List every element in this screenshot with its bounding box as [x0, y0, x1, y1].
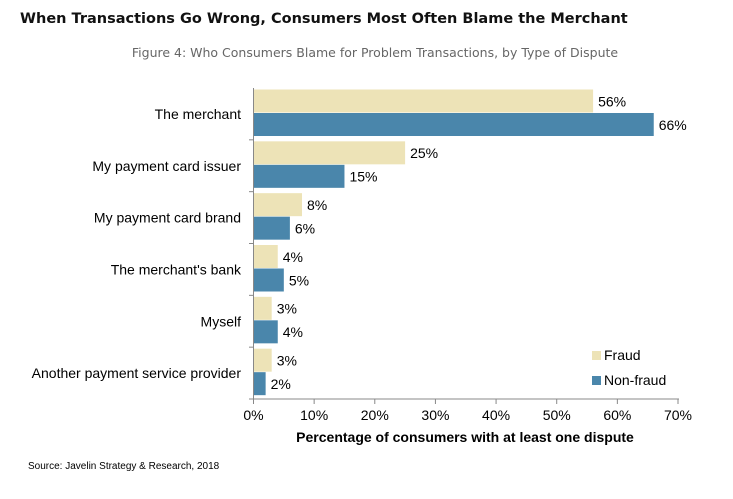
- data-label: 8%: [307, 197, 327, 213]
- x-tick-label: 50%: [543, 407, 571, 423]
- data-label: 25%: [410, 145, 438, 161]
- chart-subtitle: Figure 4: Who Consumers Blame for Proble…: [132, 45, 619, 60]
- data-label: 2%: [271, 376, 291, 392]
- category-label: The merchant: [155, 106, 241, 122]
- data-label: 66%: [659, 117, 687, 133]
- data-label: 6%: [295, 220, 315, 236]
- legend-label: Fraud: [604, 347, 641, 363]
- category-label: My payment card brand: [94, 210, 241, 226]
- data-label: 5%: [289, 272, 309, 288]
- bar-fraud: [253, 245, 278, 268]
- x-tick-label: 0%: [243, 407, 263, 423]
- x-tick-label: 20%: [361, 407, 389, 423]
- bar-fraud: [253, 193, 303, 217]
- data-label: 4%: [283, 249, 303, 265]
- chart-title: When Transactions Go Wrong, Consumers Mo…: [20, 11, 628, 27]
- data-label: 4%: [283, 324, 303, 340]
- category-label: Myself: [201, 313, 242, 329]
- x-tick-label: 10%: [300, 407, 328, 423]
- bar-fraud: [253, 348, 272, 372]
- x-axis-label: Percentage of consumers with at least on…: [296, 429, 634, 445]
- x-tick-label: 30%: [421, 407, 449, 423]
- bar-non-fraud: [253, 372, 266, 396]
- category-label: Another payment service provider: [32, 365, 242, 381]
- data-label: 3%: [277, 352, 297, 368]
- x-tick-label: 60%: [603, 407, 631, 423]
- bar-fraud: [253, 89, 594, 113]
- source-note: Source: Javelin Strategy & Research, 201…: [28, 461, 220, 472]
- bar-non-fraud: [253, 216, 290, 240]
- bar-non-fraud: [253, 268, 284, 292]
- bar-fraud: [253, 141, 406, 165]
- bar-non-fraud: [253, 164, 345, 188]
- data-label: 15%: [349, 169, 377, 185]
- bar-non-fraud: [253, 320, 278, 344]
- data-label: 3%: [277, 301, 297, 317]
- category-label: My payment card issuer: [92, 158, 241, 174]
- data-label: 56%: [598, 93, 626, 109]
- x-tick-label: 40%: [482, 407, 510, 423]
- bar-non-fraud: [253, 113, 654, 136]
- legend-label: Non-fraud: [604, 372, 666, 388]
- legend-swatch: [592, 376, 601, 385]
- bar-fraud: [253, 296, 272, 320]
- category-label: The merchant's bank: [111, 261, 242, 277]
- legend-swatch: [592, 351, 601, 360]
- x-tick-label: 70%: [664, 407, 692, 423]
